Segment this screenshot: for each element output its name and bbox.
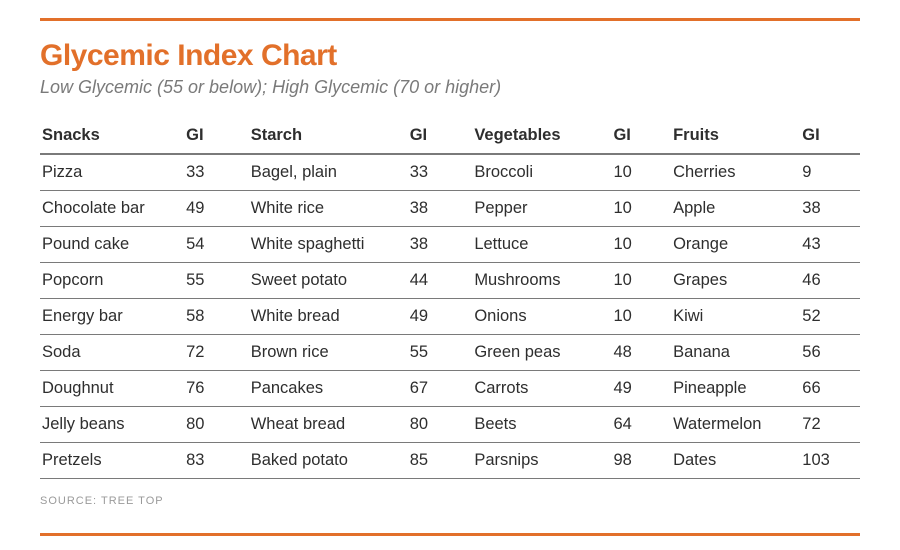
table-row: Pound cake 54 White spaghetti 38 Lettuce… (40, 227, 860, 263)
cell-fruit: Dates (671, 443, 800, 479)
table-row: Popcorn 55 Sweet potato 44 Mushrooms 10 … (40, 263, 860, 299)
page-subtitle: Low Glycemic (55 or below); High Glycemi… (40, 77, 860, 98)
cell-fruit: Pineapple (671, 371, 800, 407)
col-starch: Starch (249, 120, 408, 154)
cell-veg-gi: 10 (611, 299, 671, 335)
cell-veg-gi: 10 (611, 191, 671, 227)
cell-starch-gi: 85 (408, 443, 473, 479)
col-fruits-gi: GI (800, 120, 860, 154)
cell-fruit: Banana (671, 335, 800, 371)
cell-fruit-gi: 38 (800, 191, 860, 227)
cell-veg: Carrots (472, 371, 611, 407)
cell-snacks-gi: 83 (184, 443, 249, 479)
cell-fruit: Watermelon (671, 407, 800, 443)
cell-snacks-gi: 72 (184, 335, 249, 371)
cell-veg-gi: 98 (611, 443, 671, 479)
cell-snacks: Energy bar (40, 299, 184, 335)
table-row: Chocolate bar 49 White rice 38 Pepper 10… (40, 191, 860, 227)
cell-veg: Broccoli (472, 154, 611, 191)
table-header-row: Snacks GI Starch GI Vegetables GI Fruits… (40, 120, 860, 154)
cell-snacks: Pound cake (40, 227, 184, 263)
table-row: Jelly beans 80 Wheat bread 80 Beets 64 W… (40, 407, 860, 443)
cell-fruit-gi: 103 (800, 443, 860, 479)
cell-snacks-gi: 80 (184, 407, 249, 443)
cell-fruit-gi: 52 (800, 299, 860, 335)
cell-snacks-gi: 55 (184, 263, 249, 299)
source-label: SOURCE: TREE TOP (40, 495, 860, 507)
gi-table: Snacks GI Starch GI Vegetables GI Fruits… (40, 120, 860, 479)
cell-snacks-gi: 49 (184, 191, 249, 227)
cell-starch-gi: 80 (408, 407, 473, 443)
cell-starch: White spaghetti (249, 227, 408, 263)
table-row: Soda 72 Brown rice 55 Green peas 48 Bana… (40, 335, 860, 371)
cell-snacks: Soda (40, 335, 184, 371)
cell-starch-gi: 49 (408, 299, 473, 335)
cell-snacks: Jelly beans (40, 407, 184, 443)
cell-starch-gi: 38 (408, 227, 473, 263)
cell-fruit: Orange (671, 227, 800, 263)
cell-veg: Parsnips (472, 443, 611, 479)
cell-starch-gi: 38 (408, 191, 473, 227)
table-body: Pizza 33 Bagel, plain 33 Broccoli 10 Che… (40, 154, 860, 479)
cell-fruit-gi: 46 (800, 263, 860, 299)
cell-starch-gi: 33 (408, 154, 473, 191)
cell-snacks: Pretzels (40, 443, 184, 479)
cell-snacks-gi: 33 (184, 154, 249, 191)
cell-snacks-gi: 58 (184, 299, 249, 335)
bottom-rule (40, 533, 860, 536)
cell-fruit: Grapes (671, 263, 800, 299)
col-snacks: Snacks (40, 120, 184, 154)
cell-snacks-gi: 76 (184, 371, 249, 407)
cell-veg: Onions (472, 299, 611, 335)
cell-starch-gi: 55 (408, 335, 473, 371)
cell-snacks-gi: 54 (184, 227, 249, 263)
cell-veg-gi: 48 (611, 335, 671, 371)
cell-starch: Brown rice (249, 335, 408, 371)
cell-snacks: Pizza (40, 154, 184, 191)
top-rule (40, 18, 860, 21)
cell-fruit-gi: 72 (800, 407, 860, 443)
table-row: Pretzels 83 Baked potato 85 Parsnips 98 … (40, 443, 860, 479)
cell-veg: Green peas (472, 335, 611, 371)
cell-starch: Pancakes (249, 371, 408, 407)
cell-veg-gi: 49 (611, 371, 671, 407)
cell-snacks: Popcorn (40, 263, 184, 299)
cell-starch: Baked potato (249, 443, 408, 479)
col-starch-gi: GI (408, 120, 473, 154)
cell-fruit: Apple (671, 191, 800, 227)
cell-veg: Beets (472, 407, 611, 443)
cell-veg-gi: 10 (611, 227, 671, 263)
cell-veg-gi: 10 (611, 154, 671, 191)
col-fruits: Fruits (671, 120, 800, 154)
col-snacks-gi: GI (184, 120, 249, 154)
cell-starch-gi: 67 (408, 371, 473, 407)
col-veg-gi: GI (611, 120, 671, 154)
cell-starch-gi: 44 (408, 263, 473, 299)
cell-starch: White rice (249, 191, 408, 227)
cell-veg: Lettuce (472, 227, 611, 263)
cell-starch: White bread (249, 299, 408, 335)
col-vegetables: Vegetables (472, 120, 611, 154)
cell-fruit-gi: 43 (800, 227, 860, 263)
page-title: Glycemic Index Chart (40, 39, 860, 73)
cell-fruit-gi: 66 (800, 371, 860, 407)
cell-starch: Wheat bread (249, 407, 408, 443)
table-row: Doughnut 76 Pancakes 67 Carrots 49 Pinea… (40, 371, 860, 407)
table-row: Energy bar 58 White bread 49 Onions 10 K… (40, 299, 860, 335)
cell-fruit-gi: 56 (800, 335, 860, 371)
cell-veg: Mushrooms (472, 263, 611, 299)
cell-veg-gi: 10 (611, 263, 671, 299)
cell-veg-gi: 64 (611, 407, 671, 443)
cell-snacks: Chocolate bar (40, 191, 184, 227)
cell-fruit-gi: 9 (800, 154, 860, 191)
table-row: Pizza 33 Bagel, plain 33 Broccoli 10 Che… (40, 154, 860, 191)
cell-starch: Sweet potato (249, 263, 408, 299)
cell-starch: Bagel, plain (249, 154, 408, 191)
cell-fruit: Kiwi (671, 299, 800, 335)
cell-veg: Pepper (472, 191, 611, 227)
cell-fruit: Cherries (671, 154, 800, 191)
cell-snacks: Doughnut (40, 371, 184, 407)
